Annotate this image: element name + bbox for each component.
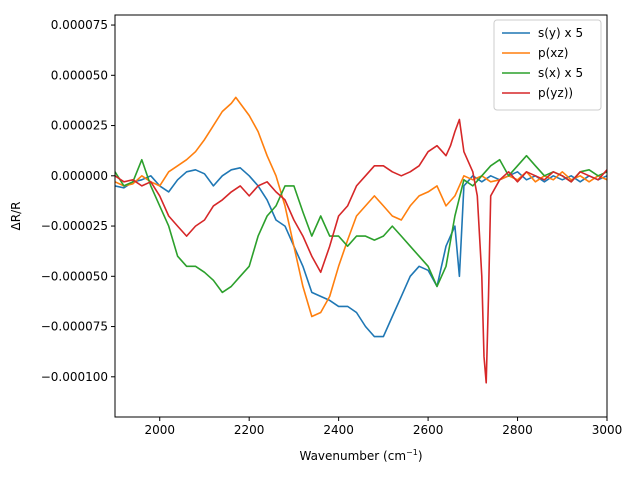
x-axis-label: Wavenumber (cm−1) [299,448,422,463]
x-axis: 2000 2200 2400 2600 2800 3000 [144,417,622,437]
series-line-1 [115,167,607,338]
series-layer [115,96,607,384]
legend-label-1: s(y) x 5 [538,26,583,40]
x-tick-label: 2600 [413,423,444,437]
legend-label-2: p(xz) [538,46,568,60]
series-line-4 [115,118,607,384]
y-tick-label: −0.000025 [41,219,108,233]
y-axis: −0.000100 −0.000075 −0.000050 −0.000025 0.00… [41,18,115,384]
y-axis-label: ΔR/R [9,202,23,231]
legend-label-3: s(x) x 5 [538,66,583,80]
y-tick-label: −0.000100 [41,370,108,384]
x-tick-label: 2400 [323,423,354,437]
x-tick-label: 2000 [144,423,175,437]
x-tick-label: 2800 [502,423,533,437]
plot-frame [114,14,608,418]
y-tick-label: −0.000050 [41,269,108,283]
legend: s(y) x 5 p(xz) s(x) x 5 p(yz)) [493,19,602,111]
y-tick-label: 0.000025 [51,119,108,133]
y-tick-label: 0.000075 [51,18,108,32]
x-tick-label: 3000 [592,423,623,437]
legend-box [493,19,602,111]
legend-label-4: p(yz)) [538,86,573,100]
x-tick-label: 2200 [234,423,265,437]
y-tick-label: −0.000075 [41,320,108,334]
y-tick-label: 0.000000 [51,169,108,183]
series-line-3 [115,154,607,294]
y-tick-label: 0.000050 [51,68,108,82]
